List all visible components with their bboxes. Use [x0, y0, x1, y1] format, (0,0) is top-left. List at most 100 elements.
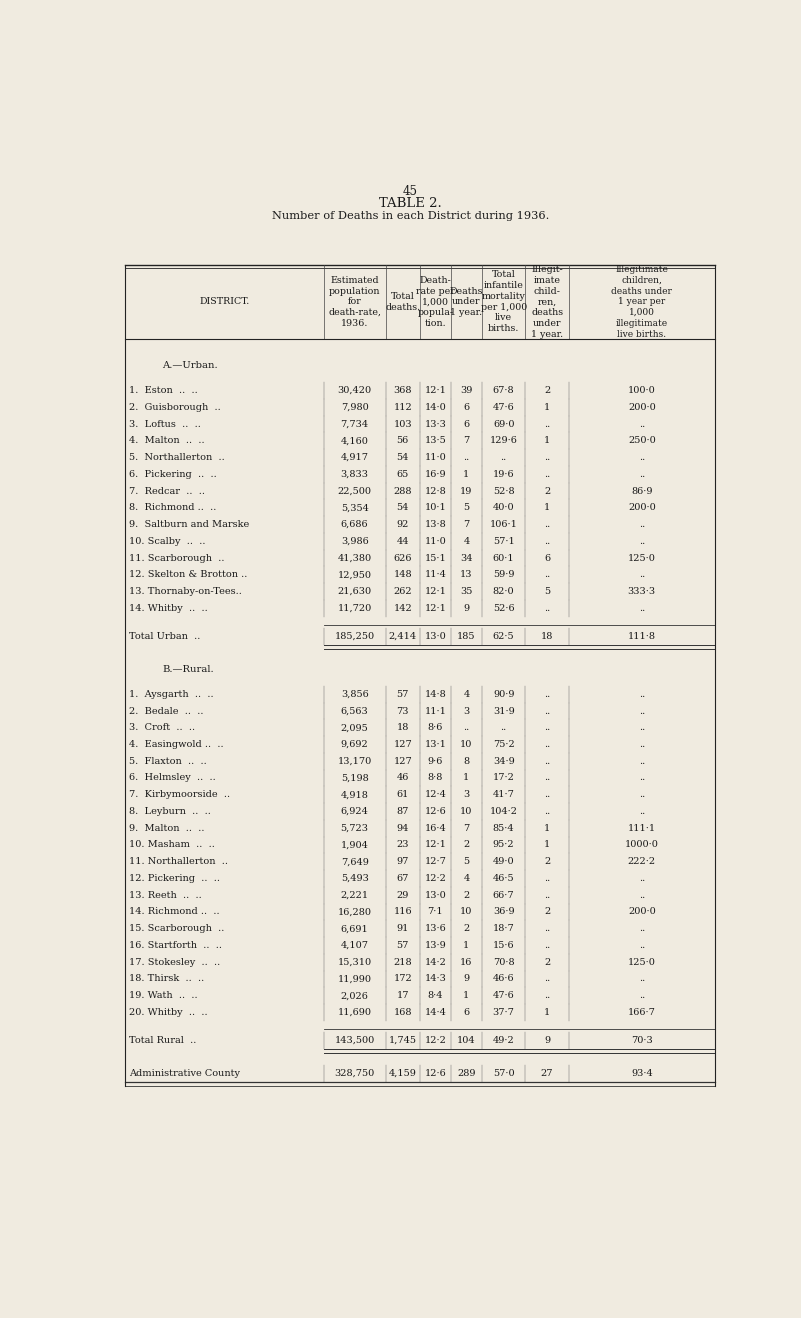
Text: 3,986: 3,986 [340, 536, 368, 546]
Text: ..: .. [638, 874, 645, 883]
Text: 52·6: 52·6 [493, 604, 514, 613]
Text: 66·7: 66·7 [493, 891, 514, 900]
Text: 6,924: 6,924 [340, 807, 368, 816]
Text: 4: 4 [463, 874, 469, 883]
Text: 4.  Malton  ..  ..: 4. Malton .. .. [129, 436, 204, 445]
Text: 104·2: 104·2 [489, 807, 517, 816]
Text: 73: 73 [396, 706, 409, 716]
Text: 14·0: 14·0 [425, 403, 446, 411]
Text: ..: .. [544, 724, 550, 733]
Text: 9: 9 [463, 974, 469, 983]
Text: ..: .. [544, 974, 550, 983]
Text: 13·5: 13·5 [425, 436, 446, 445]
Text: 127: 127 [393, 757, 413, 766]
Text: 125·0: 125·0 [628, 958, 656, 966]
Text: 16. Startforth  ..  ..: 16. Startforth .. .. [129, 941, 222, 950]
Text: ..: .. [544, 807, 550, 816]
Text: 52·8: 52·8 [493, 486, 514, 496]
Text: Illegit-
imate
child-
ren,
deaths
under
1 year.: Illegit- imate child- ren, deaths under … [531, 265, 563, 339]
Text: 1: 1 [544, 841, 550, 850]
Text: 17. Stokesley  ..  ..: 17. Stokesley .. .. [129, 958, 220, 966]
Text: Number of Deaths in each District during 1936.: Number of Deaths in each District during… [272, 211, 549, 221]
Text: 46·6: 46·6 [493, 974, 514, 983]
Text: 2,221: 2,221 [340, 891, 368, 900]
Text: ..: .. [544, 774, 550, 783]
Text: 2: 2 [544, 386, 550, 395]
Text: 5: 5 [463, 503, 469, 513]
Text: 104: 104 [457, 1036, 476, 1045]
Text: 12. Skelton & Brotton ..: 12. Skelton & Brotton .. [129, 571, 247, 579]
Text: 10: 10 [461, 807, 473, 816]
Text: Death-
rate per
1,000
popula-
tion.: Death- rate per 1,000 popula- tion. [416, 275, 455, 328]
Text: 13. Thornaby-on-Tees..: 13. Thornaby-on-Tees.. [129, 587, 242, 596]
Text: ..: .. [638, 924, 645, 933]
Text: Illegitimate
children,
deaths under
1 year per
1,000
illegitimate
live births.: Illegitimate children, deaths under 1 ye… [611, 265, 672, 339]
Text: 11·4: 11·4 [425, 571, 446, 579]
Text: ..: .. [638, 469, 645, 478]
Text: ..: .. [463, 453, 469, 463]
Text: 13·9: 13·9 [425, 941, 446, 950]
Text: 16·4: 16·4 [425, 824, 446, 833]
Text: ..: .. [544, 453, 550, 463]
Text: ..: .. [544, 791, 550, 799]
Text: 12. Pickering  ..  ..: 12. Pickering .. .. [129, 874, 219, 883]
Text: 6.  Helmsley  ..  ..: 6. Helmsley .. .. [129, 774, 215, 783]
Text: ..: .. [544, 941, 550, 950]
Text: 1: 1 [544, 436, 550, 445]
Text: ..: .. [638, 807, 645, 816]
Text: 5,493: 5,493 [340, 874, 368, 883]
Text: 13·8: 13·8 [425, 521, 446, 529]
Text: 262: 262 [393, 587, 412, 596]
Text: ..: .. [544, 874, 550, 883]
Text: 4,159: 4,159 [388, 1069, 417, 1078]
Text: 106·1: 106·1 [489, 521, 517, 529]
Text: ..: .. [501, 453, 507, 463]
Text: ..: .. [544, 739, 550, 749]
Text: 1.  Eston  ..  ..: 1. Eston .. .. [129, 386, 197, 395]
Text: 11·1: 11·1 [425, 706, 446, 716]
Text: 93·4: 93·4 [631, 1069, 653, 1078]
Text: 56: 56 [396, 436, 409, 445]
Text: 57: 57 [396, 941, 409, 950]
Text: 15·6: 15·6 [493, 941, 514, 950]
Text: A.—Urban.: A.—Urban. [162, 361, 218, 370]
Text: 1000·0: 1000·0 [625, 841, 658, 850]
Text: 12·4: 12·4 [425, 791, 446, 799]
Text: 92: 92 [396, 521, 409, 529]
Text: 16: 16 [461, 958, 473, 966]
Text: 9: 9 [544, 1036, 550, 1045]
Text: 87: 87 [396, 807, 409, 816]
Text: 46·5: 46·5 [493, 874, 514, 883]
Text: 7: 7 [463, 436, 469, 445]
Text: 45: 45 [403, 185, 418, 198]
Text: 61: 61 [396, 791, 409, 799]
Text: 17·2: 17·2 [493, 774, 514, 783]
Text: 40·0: 40·0 [493, 503, 514, 513]
Text: 2,026: 2,026 [340, 991, 368, 1000]
Text: 3: 3 [463, 791, 469, 799]
Text: 12,950: 12,950 [338, 571, 372, 579]
Text: ..: .. [638, 774, 645, 783]
Text: 8.  Leyburn  ..  ..: 8. Leyburn .. .. [129, 807, 211, 816]
Text: 49·2: 49·2 [493, 1036, 514, 1045]
Text: ..: .. [544, 706, 550, 716]
Text: 6: 6 [463, 403, 469, 411]
Text: 5.  Northallerton  ..: 5. Northallerton .. [129, 453, 224, 463]
Text: 15·1: 15·1 [425, 554, 446, 563]
Text: 69·0: 69·0 [493, 419, 514, 428]
Text: 2.  Bedale  ..  ..: 2. Bedale .. .. [129, 706, 203, 716]
Text: 18: 18 [541, 631, 553, 641]
Text: ..: .. [544, 571, 550, 579]
Text: 7,734: 7,734 [340, 419, 368, 428]
Text: 59·9: 59·9 [493, 571, 514, 579]
Text: 5: 5 [544, 587, 550, 596]
Text: 9.  Saltburn and Marske: 9. Saltburn and Marske [129, 521, 249, 529]
Text: 3,856: 3,856 [340, 689, 368, 699]
Text: 13. Reeth  ..  ..: 13. Reeth .. .. [129, 891, 201, 900]
Text: 250·0: 250·0 [628, 436, 656, 445]
Text: 97: 97 [396, 857, 409, 866]
Text: 4.  Easingwold ..  ..: 4. Easingwold .. .. [129, 739, 223, 749]
Text: 36·9: 36·9 [493, 908, 514, 916]
Text: 46: 46 [396, 774, 409, 783]
Text: 5,723: 5,723 [340, 824, 368, 833]
